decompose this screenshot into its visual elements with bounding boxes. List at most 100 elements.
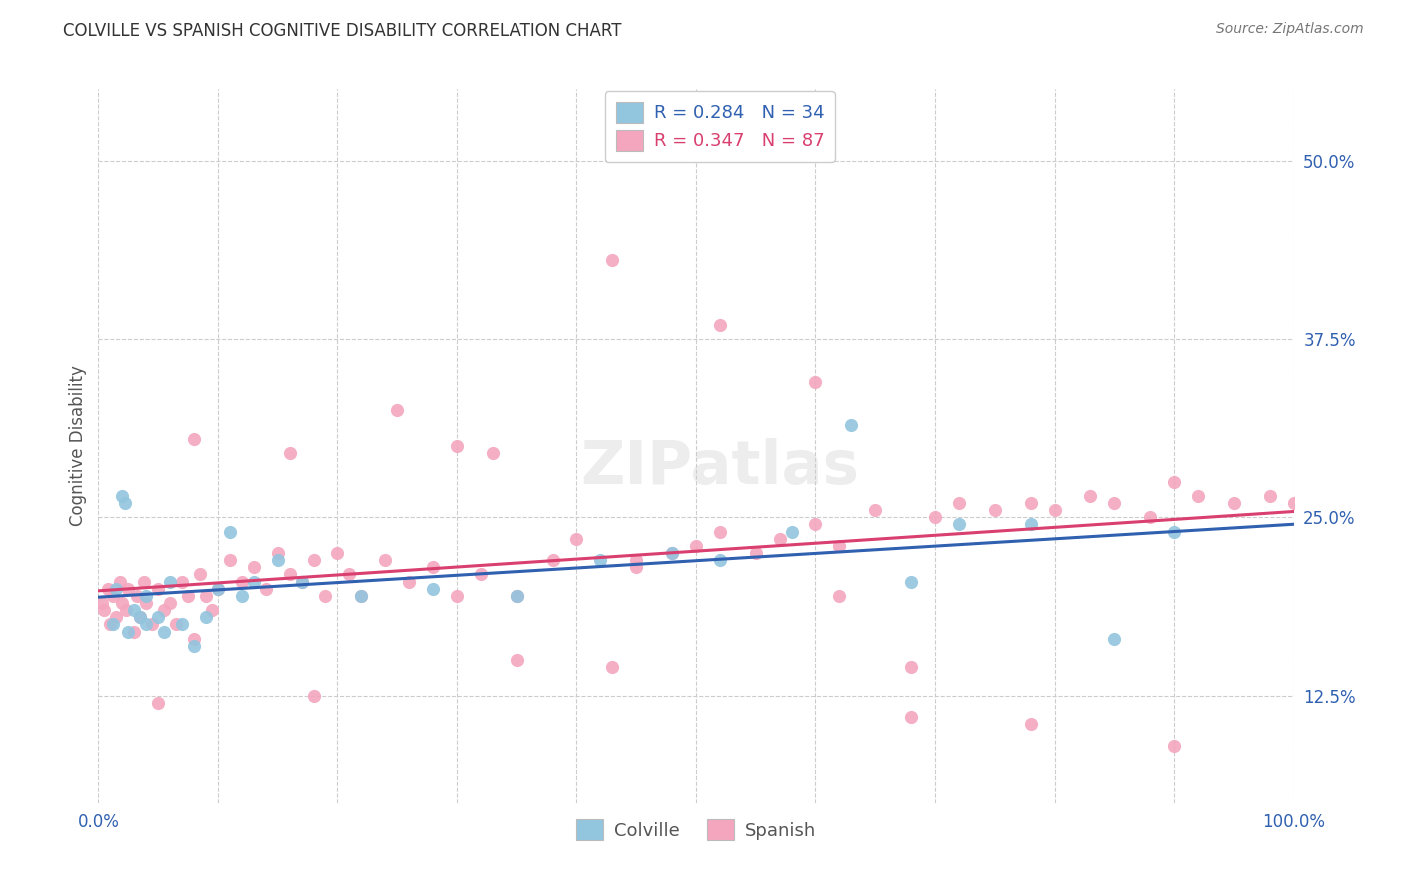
Point <box>470 567 492 582</box>
Point <box>315 589 337 603</box>
Point <box>129 610 152 624</box>
Point <box>565 532 588 546</box>
Point <box>165 617 187 632</box>
Point <box>709 553 731 567</box>
Point <box>219 524 242 539</box>
Point <box>602 253 624 268</box>
Point <box>1080 489 1102 503</box>
Point <box>278 567 301 582</box>
Point <box>1163 739 1185 753</box>
Point <box>101 617 124 632</box>
Point <box>828 589 851 603</box>
Point <box>1019 717 1042 731</box>
Text: COLVILLE VS SPANISH COGNITIVE DISABILITY CORRELATION CHART: COLVILLE VS SPANISH COGNITIVE DISABILITY… <box>63 22 621 40</box>
Point <box>1019 517 1042 532</box>
Point <box>506 653 529 667</box>
Point <box>159 596 181 610</box>
Point <box>129 610 152 624</box>
Legend: Colville, Spanish: Colville, Spanish <box>569 812 823 847</box>
Point <box>124 603 146 617</box>
Point <box>506 589 529 603</box>
Point <box>98 617 122 632</box>
Point <box>482 446 505 460</box>
Point <box>865 503 887 517</box>
Point <box>804 375 827 389</box>
Point <box>302 689 325 703</box>
Point <box>602 660 624 674</box>
Point <box>183 639 205 653</box>
Point <box>900 660 922 674</box>
Point <box>117 582 139 596</box>
Point <box>101 589 124 603</box>
Point <box>924 510 946 524</box>
Point <box>1163 524 1185 539</box>
Point <box>769 532 792 546</box>
Point <box>148 582 170 596</box>
Point <box>374 553 396 567</box>
Point <box>385 403 409 417</box>
Point <box>1139 510 1161 524</box>
Point <box>114 496 136 510</box>
Point <box>745 546 768 560</box>
Point <box>91 596 114 610</box>
Point <box>93 603 115 617</box>
Point <box>111 489 134 503</box>
Point <box>1187 489 1209 503</box>
Y-axis label: Cognitive Disability: Cognitive Disability <box>69 366 87 526</box>
Point <box>1258 489 1281 503</box>
Point <box>183 632 205 646</box>
Point <box>1223 496 1246 510</box>
Point <box>135 589 157 603</box>
Point <box>589 553 612 567</box>
Point <box>398 574 420 589</box>
Point <box>243 574 266 589</box>
Point <box>900 710 922 724</box>
Point <box>135 617 157 632</box>
Point <box>661 546 683 560</box>
Point <box>626 553 648 567</box>
Point <box>148 610 170 624</box>
Point <box>506 589 529 603</box>
Point <box>195 589 218 603</box>
Point <box>446 439 468 453</box>
Point <box>685 539 707 553</box>
Point <box>219 553 242 567</box>
Point <box>339 567 361 582</box>
Point <box>828 539 851 553</box>
Point <box>291 574 314 589</box>
Point <box>709 318 731 332</box>
Text: Source: ZipAtlas.com: Source: ZipAtlas.com <box>1216 22 1364 37</box>
Point <box>1104 496 1126 510</box>
Point <box>422 560 444 574</box>
Point <box>1163 475 1185 489</box>
Point <box>105 582 128 596</box>
Point <box>172 574 194 589</box>
Point <box>541 553 564 567</box>
Point <box>709 524 731 539</box>
Point <box>111 596 134 610</box>
Point <box>125 589 148 603</box>
Point <box>243 560 266 574</box>
Point <box>207 582 229 596</box>
Point <box>900 574 922 589</box>
Text: ZIPatlas: ZIPatlas <box>581 438 859 497</box>
Point <box>188 567 211 582</box>
Point <box>350 589 373 603</box>
Point <box>195 610 218 624</box>
Point <box>804 517 827 532</box>
Point <box>201 603 224 617</box>
Point <box>177 589 200 603</box>
Point <box>661 546 683 560</box>
Point <box>148 696 170 710</box>
Point <box>254 582 277 596</box>
Point <box>153 624 176 639</box>
Point <box>141 617 163 632</box>
Point <box>117 624 139 639</box>
Point <box>97 582 120 596</box>
Point <box>291 574 314 589</box>
Point <box>207 582 229 596</box>
Point <box>183 432 205 446</box>
Point <box>948 496 970 510</box>
Point <box>1019 496 1042 510</box>
Point <box>350 589 373 603</box>
